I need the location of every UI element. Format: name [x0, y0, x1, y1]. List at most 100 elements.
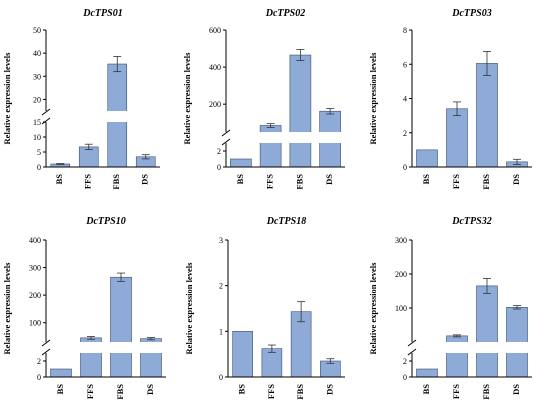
- y-tick-label: 30: [33, 72, 41, 81]
- axis-break-gap: [47, 342, 167, 353]
- axis-break-gap: [413, 342, 533, 353]
- chart-title: DcTPS02: [265, 8, 305, 19]
- y-tick-label: 0: [37, 373, 41, 382]
- bar: [416, 149, 438, 168]
- chart-title: DcTPS01: [82, 8, 122, 19]
- axis-break-mark: [41, 117, 51, 125]
- y-tick-label: 400: [209, 63, 221, 72]
- y-tick-label: 100: [395, 304, 407, 313]
- y-tick-label: 600: [209, 26, 221, 35]
- chart-panel-1: DcTPS01 Relative expression levels BS FFS FB…: [2, 8, 161, 190]
- x-tick-label: FBS: [295, 384, 305, 400]
- chart-panel-4: DcTPS10 Relative expression levels BS FFS FB…: [2, 216, 167, 400]
- x-tick-label: FFS: [451, 384, 461, 399]
- y-tick-label: 2: [217, 147, 221, 156]
- bar: [261, 348, 283, 378]
- y-tick-label: 200: [395, 270, 407, 279]
- y-tick-label: 100: [29, 319, 41, 328]
- axis-break-gap: [227, 132, 346, 143]
- bar: [416, 368, 438, 378]
- y-axis-label: Relative expression levels: [182, 52, 192, 145]
- x-tick-label: FFS: [451, 174, 461, 189]
- y-tick-label: 0: [219, 373, 223, 382]
- x-tick-label: DS: [140, 174, 150, 185]
- x-tick-label: FBS: [115, 384, 125, 400]
- y-axis-label: Relative expression levels: [368, 262, 378, 355]
- x-tick-label: BS: [421, 384, 431, 395]
- y-tick-label: 200: [29, 291, 41, 300]
- x-tick-label: BS: [54, 174, 64, 185]
- x-tick-label: DS: [324, 384, 334, 395]
- y-tick-label: 4: [403, 95, 407, 104]
- bar: [446, 108, 468, 168]
- y-tick-label: 10: [33, 133, 41, 142]
- x-tick-label: BS: [55, 384, 65, 395]
- axis-break-mark: [41, 339, 51, 347]
- y-tick-label: 300: [395, 236, 407, 245]
- x-tick-label: FFS: [83, 174, 93, 189]
- chart-title: DcTPS18: [266, 216, 306, 227]
- y-tick-label: 40: [33, 49, 41, 58]
- y-axis-label: Relative expression levels: [2, 262, 12, 355]
- x-tick-label: BS: [421, 174, 431, 185]
- axis-break-mark: [221, 129, 231, 137]
- y-tick-label: 0: [403, 373, 407, 382]
- axis-break-mark: [41, 348, 51, 356]
- axis-break-mark: [407, 348, 417, 356]
- y-tick-label: 2: [219, 282, 223, 291]
- x-tick-label: DS: [511, 174, 521, 185]
- x-tick-label: DS: [324, 174, 334, 185]
- y-axis-label: Relative expression levels: [184, 262, 194, 355]
- chart-panel-5: DcTPS18 Relative expression levels BS FFS FB…: [184, 216, 345, 400]
- x-tick-label: FBS: [481, 384, 491, 400]
- chart-title: DcTPS10: [85, 216, 125, 227]
- y-axis-label: Relative expression levels: [2, 52, 12, 145]
- x-tick-label: BS: [235, 174, 245, 185]
- y-tick-label: 2: [403, 129, 407, 138]
- bar: [259, 125, 282, 168]
- bar: [289, 54, 312, 168]
- y-tick-label: 2: [403, 357, 407, 366]
- y-tick-label: 200: [209, 100, 221, 109]
- x-tick-label: BS: [237, 384, 247, 395]
- axis-break-mark: [407, 339, 417, 347]
- chart-panel-3: DcTPS03 Relative expression levels BS FFS FB…: [368, 8, 532, 190]
- x-tick-label: DS: [511, 384, 521, 395]
- x-tick-label: FFS: [265, 174, 275, 189]
- y-tick-label: 50: [33, 26, 41, 35]
- y-tick-label: 0: [217, 163, 221, 172]
- y-tick-label: 5: [37, 148, 41, 157]
- y-tick-label: 1: [219, 327, 223, 336]
- x-tick-label: FBS: [294, 174, 304, 190]
- bar: [230, 158, 252, 168]
- y-axis-label: Relative expression levels: [368, 52, 378, 145]
- chart-panel-6: DcTPS32 Relative expression levels BS FFS FB…: [368, 216, 533, 400]
- bar: [476, 285, 498, 378]
- x-tick-label: FBS: [481, 174, 491, 190]
- y-tick-label: 3: [219, 236, 223, 245]
- bar: [50, 368, 72, 378]
- bar: [476, 63, 498, 168]
- y-tick-label: 20: [33, 95, 41, 104]
- chart-title: DcTPS32: [451, 216, 491, 227]
- y-tick-label: 8: [403, 26, 407, 35]
- axis-break-mark: [221, 138, 231, 146]
- chart-panel-2: DcTPS02 Relative expression levels BS FFS FB…: [182, 8, 346, 190]
- chart-title: DcTPS03: [451, 8, 491, 19]
- y-tick-label: 6: [403, 60, 407, 69]
- axis-break-gap: [47, 111, 161, 122]
- x-tick-label: FFS: [85, 384, 95, 399]
- y-tick-label: 300: [29, 264, 41, 273]
- y-tick-label: 0: [37, 163, 41, 172]
- bar: [110, 276, 132, 378]
- axis-break-mark: [41, 108, 51, 116]
- x-tick-label: FFS: [266, 384, 276, 399]
- y-tick-label: 400: [29, 236, 41, 245]
- bar: [232, 331, 253, 378]
- x-tick-label: DS: [145, 384, 155, 395]
- y-tick-label: 15: [33, 118, 41, 127]
- y-tick-label: 2: [37, 357, 41, 366]
- y-tick-label: 0: [403, 163, 407, 172]
- x-tick-label: FBS: [111, 174, 121, 190]
